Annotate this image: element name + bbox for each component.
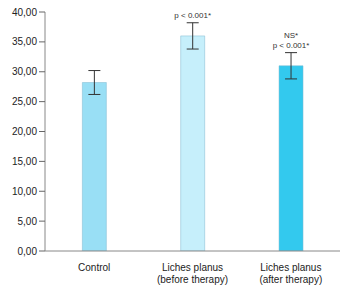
svg-text:Liches planus: Liches planus [162, 262, 223, 273]
svg-text:Control: Control [78, 262, 110, 273]
svg-text:15,00: 15,00 [12, 156, 37, 167]
svg-text:(after therapy): (after therapy) [259, 274, 322, 285]
svg-text:Liches planus: Liches planus [260, 262, 321, 273]
svg-text:NS*: NS* [284, 31, 298, 40]
svg-text:25,00: 25,00 [12, 96, 37, 107]
svg-text:30,00: 30,00 [12, 66, 37, 77]
svg-text:20,00: 20,00 [12, 126, 37, 137]
svg-text:40,00: 40,00 [12, 7, 37, 18]
svg-text:p < 0.001*: p < 0.001* [174, 11, 211, 20]
svg-text:(before therapy): (before therapy) [157, 274, 228, 285]
svg-text:p < 0.001*: p < 0.001* [273, 41, 310, 50]
svg-text:10,00: 10,00 [12, 186, 37, 197]
svg-text:0,00: 0,00 [18, 246, 38, 257]
svg-text:35,00: 35,00 [12, 36, 37, 47]
svg-text:5,00: 5,00 [18, 216, 38, 227]
